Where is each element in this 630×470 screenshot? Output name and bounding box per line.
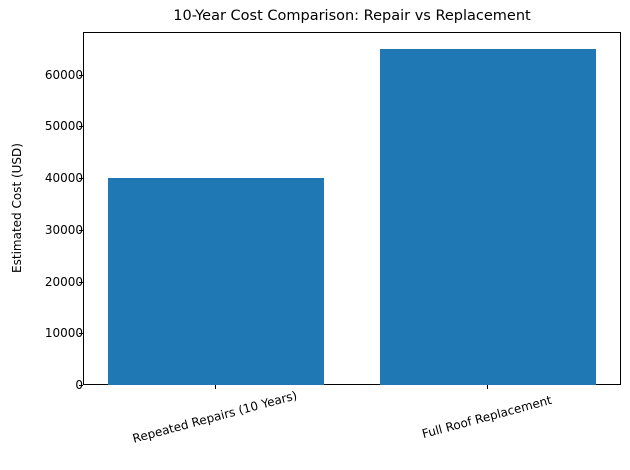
- plot-area: [83, 32, 621, 385]
- y-tick-mark: [79, 75, 83, 76]
- y-tick-mark: [79, 385, 83, 386]
- y-tick-mark: [79, 333, 83, 334]
- y-tick-mark: [79, 230, 83, 231]
- bar-0: [108, 178, 324, 385]
- y-tick-label: 40000: [44, 171, 83, 186]
- x-tick-label: Full Roof Replacement: [420, 392, 554, 442]
- x-tick-mark: [487, 385, 488, 389]
- y-tick-mark: [79, 282, 83, 283]
- y-tick-label: 50000: [44, 119, 83, 134]
- chart-title: 10-Year Cost Comparison: Repair vs Repla…: [173, 8, 531, 24]
- y-tick-mark: [79, 126, 83, 127]
- y-tick-label: 20000: [44, 274, 83, 289]
- y-tick-label: 30000: [44, 222, 83, 237]
- y-axis-label: Estimated Cost (USD): [10, 143, 24, 273]
- y-tick-mark: [79, 178, 83, 179]
- y-tick-label: 60000: [44, 67, 83, 82]
- x-tick-mark: [215, 385, 216, 389]
- x-tick-label: Repeated Repairs (10 Years): [131, 388, 299, 446]
- bar-1: [380, 48, 596, 385]
- y-tick-label: 10000: [44, 326, 83, 341]
